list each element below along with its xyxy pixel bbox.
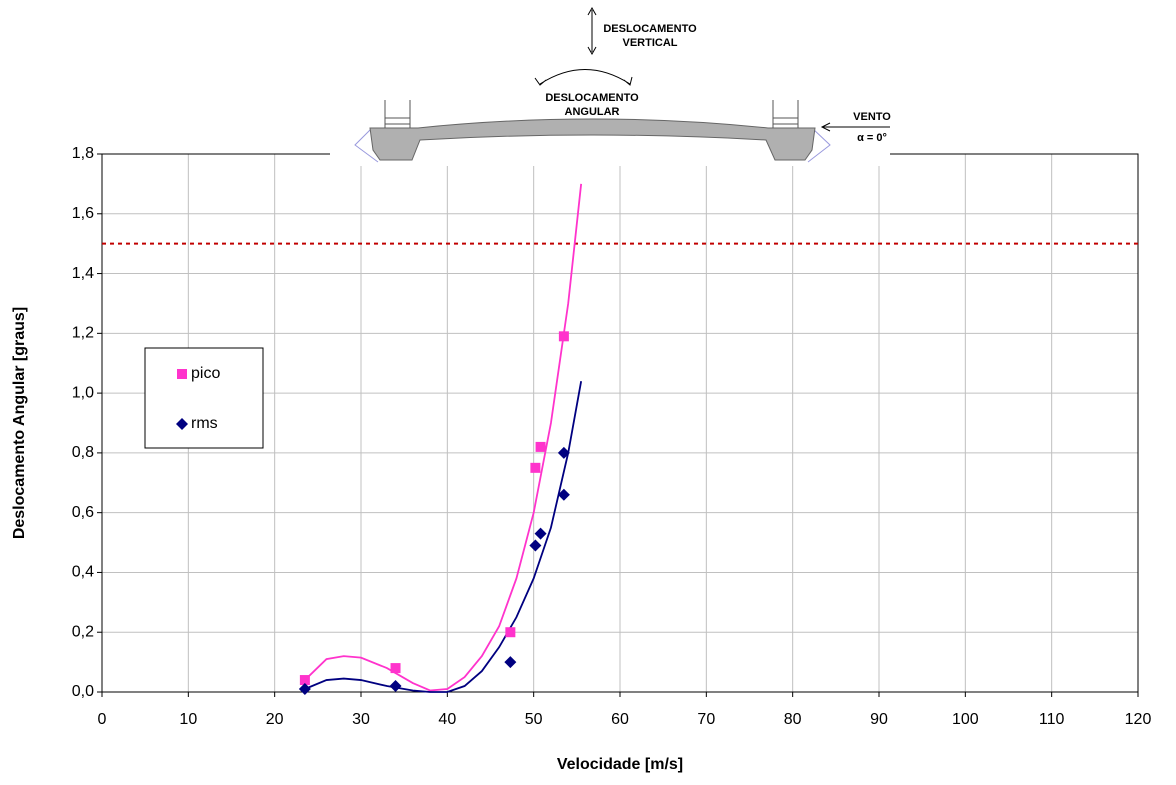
y-axis-title: Deslocamento Angular [graus] — [11, 307, 28, 539]
x-tick-label: 120 — [1125, 711, 1152, 728]
x-tick-label: 110 — [1039, 711, 1065, 728]
point — [557, 488, 570, 501]
y-tick-label: 1,2 — [72, 325, 94, 342]
point — [176, 418, 188, 430]
deck-section — [369, 118, 816, 161]
x-tick-label: 0 — [98, 711, 107, 728]
y-tick-label: 1,0 — [72, 384, 94, 401]
point — [299, 675, 310, 686]
point — [529, 539, 542, 552]
barrier — [772, 100, 799, 128]
point — [535, 441, 546, 452]
y-tick-label: 0,8 — [72, 444, 94, 461]
point — [530, 462, 541, 473]
trend-line — [304, 380, 583, 693]
legend-box — [144, 347, 264, 449]
wind-fairing — [354, 127, 831, 163]
x-tick-label: 60 — [611, 711, 629, 728]
diagram-label: DESLOCAMENTO — [545, 92, 639, 104]
x-tick-label: 90 — [870, 711, 888, 728]
y-tick-label: 0,2 — [72, 623, 94, 640]
x-tick-label: 50 — [525, 711, 543, 728]
x-tick-label: 30 — [352, 711, 370, 728]
point — [389, 680, 402, 693]
diagram-label: VENTO — [853, 111, 891, 123]
x-axis-title: Velocidade [m/s] — [557, 756, 683, 773]
x-tick-label: 10 — [179, 711, 197, 728]
wind-arrow — [820, 122, 855, 132]
diagram-label: VERTICAL — [623, 37, 678, 49]
deck-diagram: DESLOCAMENTO VERTICAL DESLOCAMENTO ANGULAR V… — [330, 0, 891, 166]
vertical-arrow — [587, 6, 597, 56]
x-tick-label: 80 — [784, 711, 802, 728]
diagram-label: ANGULAR — [565, 106, 620, 118]
x-tick-label: 20 — [266, 711, 284, 728]
point — [557, 446, 570, 459]
trend-line — [304, 183, 583, 692]
y-tick-label: 1,4 — [72, 265, 94, 282]
point — [534, 527, 547, 540]
point — [505, 627, 516, 638]
y-tick-label: 1,6 — [72, 205, 94, 222]
point — [504, 656, 517, 669]
legend-label: pico — [191, 365, 220, 382]
point — [558, 331, 569, 342]
legend-label: rms — [191, 415, 218, 432]
point — [177, 369, 187, 379]
x-tick-label: 100 — [952, 711, 979, 728]
x-tick-label: 40 — [438, 711, 456, 728]
y-tick-label: 0,4 — [72, 564, 94, 581]
y-tick-label: 0,6 — [72, 504, 94, 521]
point — [390, 663, 401, 674]
angular-arrow — [534, 69, 633, 86]
y-tick-label: 1,8 — [72, 145, 94, 162]
diagram-label: DESLOCAMENTO — [603, 23, 697, 35]
barrier — [384, 100, 411, 128]
point — [298, 683, 311, 696]
diagram-label: α = 0° — [857, 132, 887, 144]
y-tick-label: 0,0 — [72, 683, 94, 700]
x-tick-label: 70 — [697, 711, 715, 728]
